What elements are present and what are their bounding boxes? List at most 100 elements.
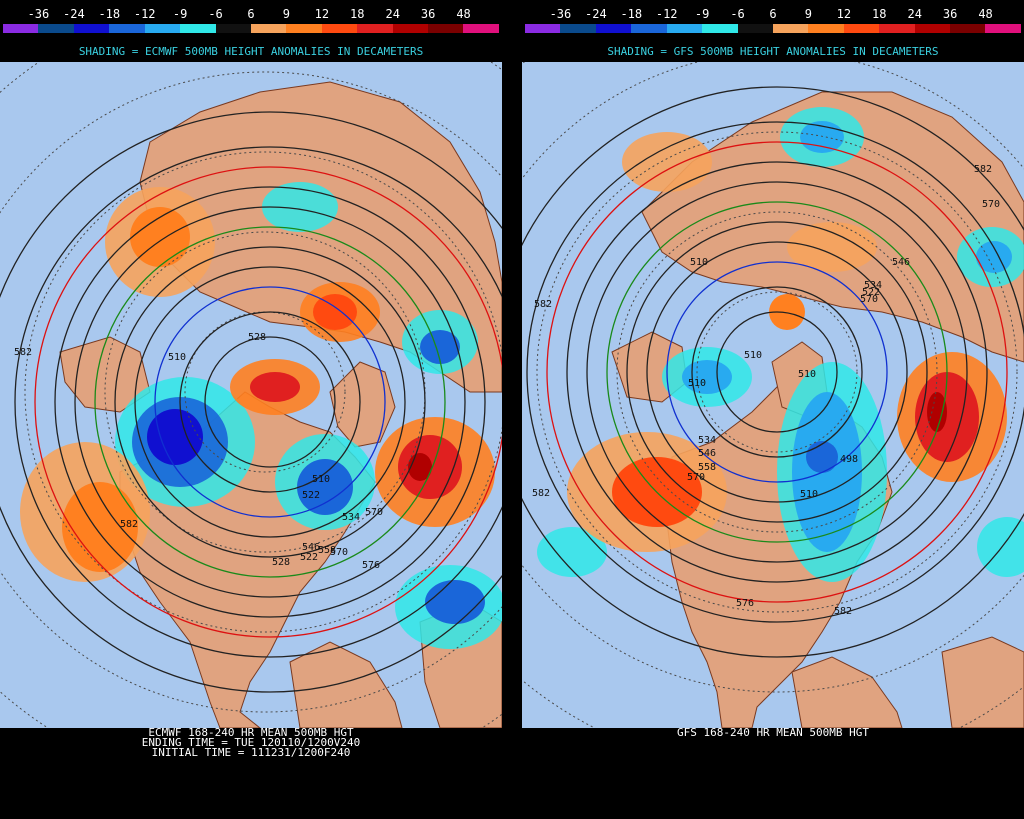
south-america [791, 656, 903, 728]
pos-anomaly-asia [622, 132, 712, 192]
neg-anomaly-alaska-core [682, 360, 732, 394]
contour-label: 510 [744, 350, 762, 361]
contour-label: 510 [798, 369, 816, 380]
scale-label: 18 [350, 7, 365, 21]
scale-swatch [843, 24, 880, 33]
gfs-panel: -36 -24 -18 -12 -9 -6 6 9 12 18 24 36 48 SHADING = G… [522, 0, 1024, 819]
neg-anomaly-pacific [537, 527, 607, 577]
contour-line [114, 246, 426, 558]
pos-anomaly-europe-core [313, 294, 357, 330]
ecmwf-map: 510 522 528 582 582 570 576 528 570 534 … [0, 62, 502, 728]
gfs-map: 582 510 510 510 510 534 546 558 570 582 … [522, 62, 1024, 728]
contour-line [204, 336, 336, 468]
scale-label: -9 [172, 7, 188, 21]
caption: ECMWF 168-240 HR MEAN 500MB HGT ENDING T… [0, 726, 502, 759]
scale-swatch [180, 24, 216, 33]
contour-line [606, 201, 948, 543]
contour-label: 576 [362, 560, 380, 571]
caption-line: GFS 168-240 HR MEAN 500MB HGT [676, 726, 870, 739]
pos-anomaly-atlantic-max [927, 392, 947, 432]
pos-anomaly-arctic [787, 222, 877, 272]
neg-anomaly-alaska-max [147, 409, 203, 465]
contour-label: 570 [982, 199, 1000, 210]
contour-line [94, 226, 446, 578]
scale-label: 9 [282, 7, 291, 21]
contour-label: 582 [534, 299, 552, 310]
contour-line [74, 206, 466, 598]
scale-label: 18 [872, 7, 887, 21]
contour-label: 582 [974, 164, 992, 175]
contour-label: 546 [698, 448, 716, 459]
contour-line [546, 141, 1008, 603]
contour-line [34, 166, 502, 638]
scale-swatch [392, 24, 429, 33]
contour-line [566, 161, 988, 583]
lat-circle [536, 131, 1018, 613]
contour-label: 522 [302, 490, 320, 501]
contour-label: 522 [300, 552, 318, 563]
scale-swatch [3, 24, 39, 33]
scale-label: 12 [314, 7, 330, 21]
africa [941, 636, 1024, 728]
scale-label: 48 [978, 7, 993, 21]
contour-label: 534 [698, 435, 716, 446]
contour-label: 576 [736, 598, 754, 609]
height-contours [522, 86, 1024, 658]
scale-labels: -36 -24 -18 -12 -9 -6 6 9 12 18 24 36 48 [0, 7, 502, 21]
lat-circle [24, 151, 502, 633]
scale-label: -36 [549, 7, 572, 21]
contour-label: 582 [120, 519, 138, 530]
scale-swatch [879, 24, 915, 33]
scale-swatch [737, 24, 773, 33]
contour-line [154, 286, 386, 518]
caption-line: INITIAL TIME = 111231/1200F240 [151, 746, 351, 759]
scale-label: -24 [63, 7, 85, 21]
scale-label: 36 [942, 7, 958, 21]
scale-swatch [985, 24, 1021, 33]
neg-anomaly-hudson-core [297, 459, 353, 515]
scale-labels: -36 -24 -18 -12 -9 -6 6 9 12 18 24 36 48 [522, 7, 1024, 21]
contour-label: 510 [168, 352, 186, 363]
contour-line [666, 261, 888, 483]
shading-title: SHADING = ECMWF 500MB HEIGHT ANOMALIES I… [78, 45, 424, 58]
height-contours [0, 111, 502, 693]
scale-swatch [702, 24, 738, 33]
south-america [289, 641, 403, 728]
scale-label: -6 [730, 7, 745, 21]
contour-label: 546 [892, 257, 910, 268]
contour-labels: 510 522 528 582 582 570 576 528 570 534 … [14, 332, 383, 571]
neg-anomaly-canada-max [806, 441, 838, 473]
greenland [329, 361, 396, 448]
scale-label: -18 [620, 7, 643, 21]
contour-line [14, 146, 502, 658]
scale-swatch [321, 24, 358, 33]
neg-anomaly-europe-core [976, 241, 1012, 273]
scale-label: -18 [98, 7, 121, 21]
contour-label: 558 [698, 462, 716, 473]
scale-label: 48 [456, 7, 471, 21]
shading-title: SHADING = GFS 500MB HEIGHT ANOMALIES IN … [607, 45, 939, 58]
contour-label: 510 [800, 489, 818, 500]
scale-label: -12 [655, 7, 678, 21]
contour-line [54, 186, 486, 618]
contour-line [716, 311, 838, 433]
contour-label: 570 [365, 507, 383, 518]
contour-label: 570 [687, 472, 705, 483]
scale-swatch [215, 24, 251, 33]
contour-line [586, 181, 968, 563]
color-scale-bar [3, 24, 499, 33]
contour-label: 582 [532, 488, 550, 499]
color-scale-bar [525, 24, 1021, 33]
contour-label: 582 [834, 606, 852, 617]
scale-swatch [560, 24, 596, 33]
contour-label: 534 [342, 512, 360, 523]
contour-line [0, 111, 502, 693]
contour-label: 534 [864, 280, 882, 291]
scale-swatch [666, 24, 703, 33]
caption-line: ECMWF 168-240 HR MEAN 500MB HGT [148, 726, 354, 739]
scale-label: -6 [208, 7, 223, 21]
scale-label: 12 [836, 7, 852, 21]
contour-label: 582 [14, 347, 32, 358]
contour-label: 570 [330, 547, 348, 558]
contour-line [522, 86, 1024, 658]
